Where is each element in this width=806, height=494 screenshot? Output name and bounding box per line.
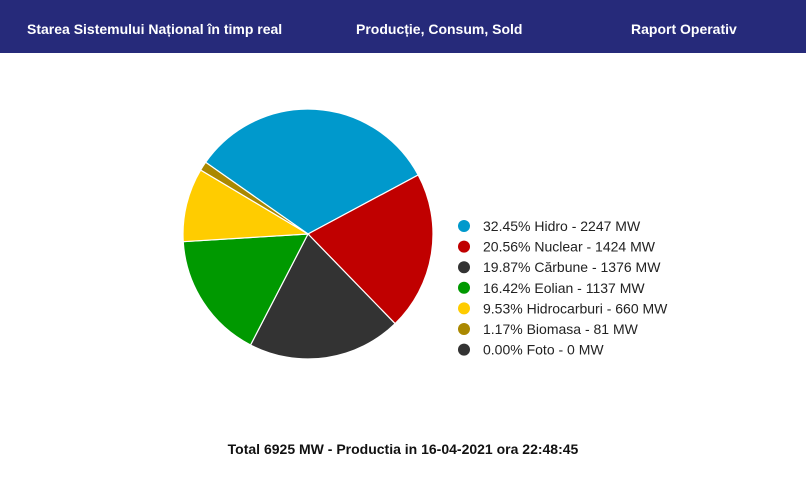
legend-marker-nuclear [458, 240, 470, 253]
pie-slice-hidro[interactable] [204, 108, 419, 235]
nav-link-operative-report[interactable]: Raport Operativ [631, 21, 737, 37]
legend-label-biomasa[interactable]: 1.17% Biomasa - 81 MW [483, 321, 639, 337]
pie-slice-nuclear[interactable] [307, 174, 434, 325]
legend-marker-carbune [458, 261, 470, 274]
top-navigation-bar: Starea Sistemului Național în timp real … [0, 0, 806, 53]
legend-label-nuclear[interactable]: 20.56% Nuclear - 1424 MW [483, 239, 656, 255]
legend-marker-biomasa [458, 323, 470, 335]
legend-marker-foto [458, 343, 470, 356]
legend-marker-hidro [458, 220, 470, 232]
pie-slice-eolian[interactable] [182, 233, 310, 346]
legend-marker-hidrocarburi [458, 302, 470, 315]
pie-slices [182, 108, 434, 360]
legend-label-foto[interactable]: 0.00% Foto - 0 MW [483, 342, 604, 358]
legend-marker-eolian [458, 281, 470, 294]
legend-label-hidro[interactable]: 32.45% Hidro - 2247 MW [483, 218, 641, 234]
chart-legend: 32.45% Hidro - 2247 MW 20.56% Nuclear - 1… [458, 218, 668, 358]
nav-link-system-status[interactable]: Starea Sistemului Național în timp real [27, 21, 283, 37]
legend-label-carbune[interactable]: 19.87% Cărbune - 1376 MW [483, 259, 661, 275]
legend-label-hidrocarburi[interactable]: 9.53% Hidrocarburi - 660 MW [483, 300, 668, 316]
production-pie-chart: 32.45% Hidro - 2247 MW 20.56% Nuclear - 1… [182, 108, 668, 360]
pie-slice-hidrocarburi[interactable] [182, 169, 310, 243]
pie-slice-carbune[interactable] [249, 232, 396, 360]
legend-label-eolian[interactable]: 16.42% Eolian - 1137 MW [483, 280, 645, 296]
pie-slice-biomasa[interactable] [199, 161, 309, 235]
nav-link-production-consumption[interactable]: Producție, Consum, Sold [356, 21, 523, 37]
production-total-summary: Total 6925 MW - Productia in 16-04-2021 … [227, 441, 579, 457]
